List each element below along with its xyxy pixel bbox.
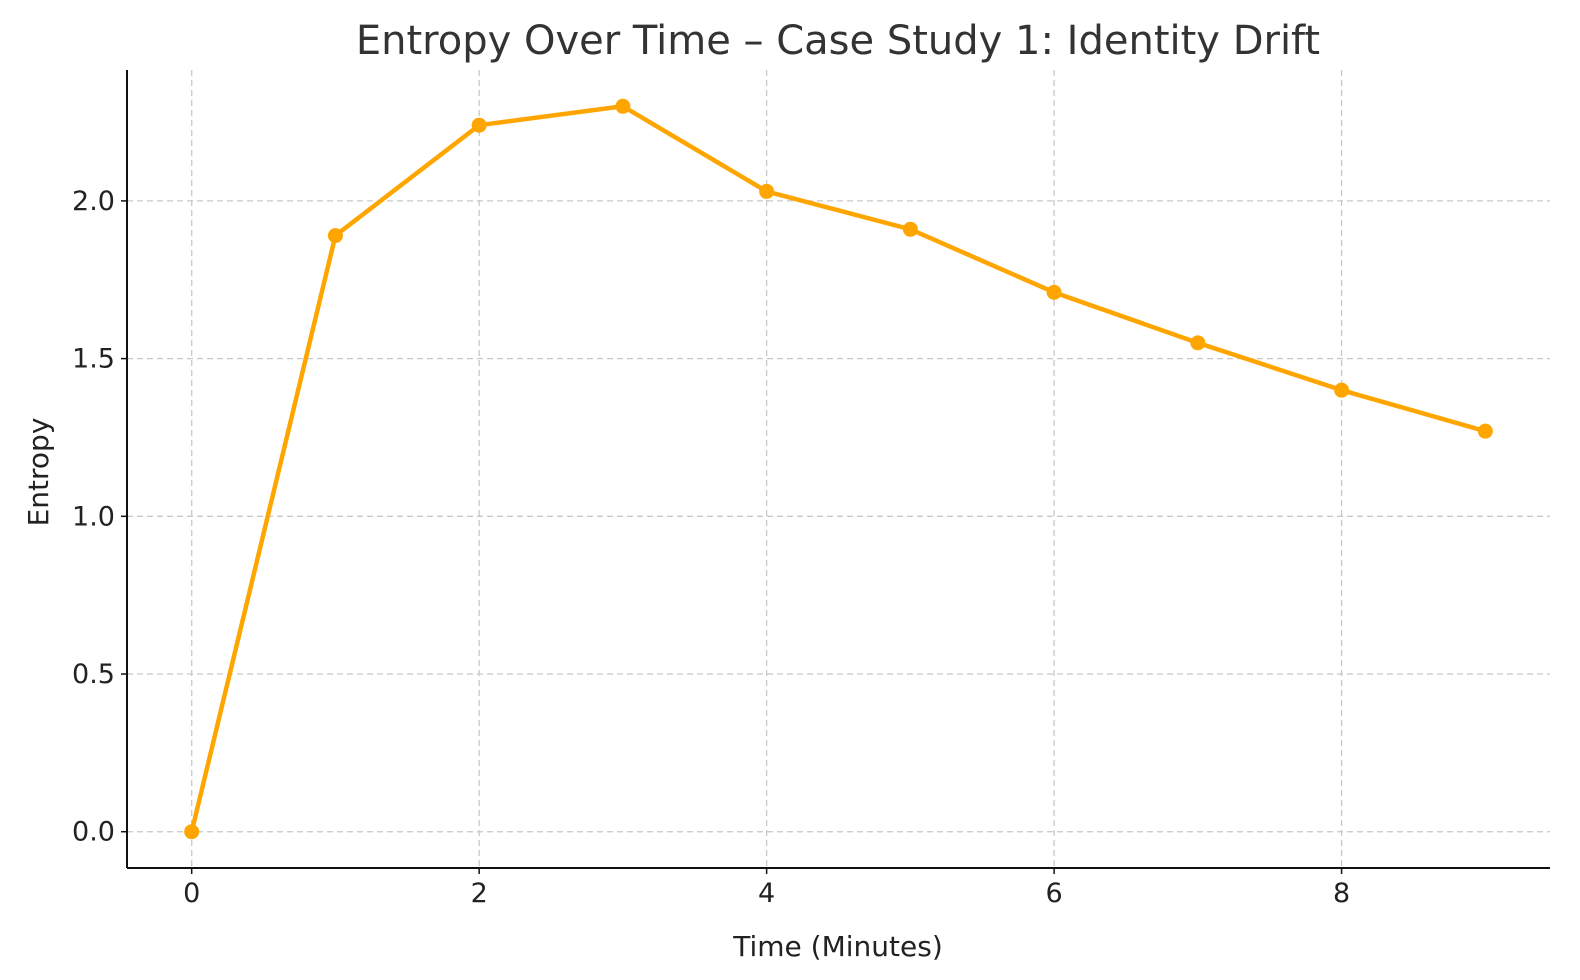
x-tick-label-4: 8 [1333, 878, 1350, 909]
grid [127, 70, 1550, 868]
data-point-3 [615, 98, 631, 114]
data-point-5 [902, 221, 918, 237]
x-tick-label-2: 4 [758, 878, 775, 909]
x-tick-label-1: 2 [471, 878, 488, 909]
chart-title: Entropy Over Time – Case Study 1: Identi… [356, 18, 1320, 64]
axes [121, 70, 1550, 874]
y-tick-label-1: 0.5 [72, 659, 115, 690]
data-point-0 [184, 824, 200, 840]
y-tick-label-4: 2.0 [72, 186, 115, 217]
y-tick-label-0: 0.0 [72, 817, 115, 848]
data-point-9 [1477, 423, 1493, 439]
data-point-1 [327, 228, 343, 244]
x-axis-label: Time (Minutes) [732, 930, 943, 963]
data-point-2 [471, 117, 487, 133]
data-point-4 [759, 183, 775, 199]
x-tick-label-3: 6 [1046, 878, 1063, 909]
tick-labels: 0 2 4 6 8 0.0 0.5 1.0 1.5 2.0 [72, 186, 1350, 909]
y-axis-label: Entropy [22, 418, 55, 527]
data-point-8 [1334, 382, 1350, 398]
series-line-0 [189, 104, 1488, 834]
x-tick-label-0: 0 [183, 878, 200, 909]
series-group [184, 98, 1493, 840]
data-point-7 [1190, 335, 1206, 351]
data-point-6 [1046, 284, 1062, 300]
y-tick-label-3: 1.5 [72, 344, 115, 375]
y-tick-label-2: 1.0 [72, 501, 115, 532]
